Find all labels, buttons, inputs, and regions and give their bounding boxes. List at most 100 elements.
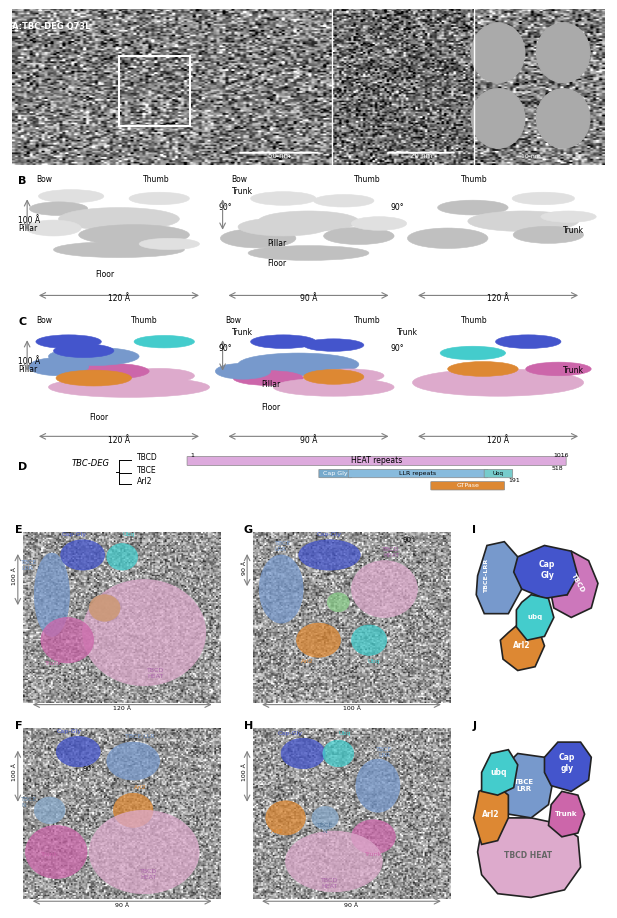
Ellipse shape bbox=[30, 202, 88, 216]
Text: 100 Å: 100 Å bbox=[19, 217, 40, 225]
Text: Arl2: Arl2 bbox=[133, 786, 146, 790]
Text: Thumb: Thumb bbox=[143, 174, 169, 184]
Text: 120 Å: 120 Å bbox=[487, 436, 509, 445]
Text: Floor: Floor bbox=[95, 270, 114, 279]
Ellipse shape bbox=[139, 239, 199, 250]
Text: Thumb: Thumb bbox=[461, 316, 487, 325]
Ellipse shape bbox=[351, 217, 407, 230]
Text: B: B bbox=[19, 176, 27, 186]
Ellipse shape bbox=[297, 623, 341, 657]
Text: Bow: Bow bbox=[36, 316, 52, 325]
Text: G: G bbox=[244, 524, 253, 534]
Text: Thumb: Thumb bbox=[354, 174, 381, 184]
Text: TBCD
HEAT: TBCD HEAT bbox=[383, 547, 400, 558]
Ellipse shape bbox=[258, 211, 359, 231]
Text: 90°: 90° bbox=[83, 766, 96, 771]
Text: 90 Å: 90 Å bbox=[300, 436, 317, 445]
Text: Floor: Floor bbox=[261, 403, 280, 411]
Polygon shape bbox=[500, 621, 544, 670]
Text: TBCD: TBCD bbox=[570, 573, 586, 594]
Text: 90°: 90° bbox=[402, 537, 415, 543]
Ellipse shape bbox=[233, 371, 304, 386]
Ellipse shape bbox=[107, 543, 138, 570]
Ellipse shape bbox=[468, 211, 579, 231]
Ellipse shape bbox=[25, 825, 87, 879]
Text: TBCE
LRR: TBCE LRR bbox=[376, 747, 392, 758]
Text: Thumb: Thumb bbox=[461, 174, 487, 184]
Ellipse shape bbox=[107, 742, 160, 780]
Ellipse shape bbox=[352, 625, 387, 655]
Text: Floor: Floor bbox=[89, 413, 109, 422]
Ellipse shape bbox=[328, 593, 349, 611]
Ellipse shape bbox=[513, 227, 584, 243]
Text: GTPase: GTPase bbox=[456, 483, 479, 488]
Text: Cap-Gly: Cap-Gly bbox=[57, 729, 82, 733]
Ellipse shape bbox=[49, 377, 210, 397]
Ellipse shape bbox=[526, 362, 591, 375]
Text: TBCE
LRR: TBCE LRR bbox=[21, 560, 38, 571]
Text: TBCD: TBCD bbox=[137, 453, 157, 463]
Ellipse shape bbox=[60, 540, 105, 570]
Text: Thumb: Thumb bbox=[131, 316, 157, 325]
Text: 100 Å: 100 Å bbox=[19, 357, 40, 366]
Text: Trunk: Trunk bbox=[41, 852, 58, 856]
Ellipse shape bbox=[54, 344, 114, 358]
Text: 120 Å: 120 Å bbox=[108, 294, 130, 303]
Ellipse shape bbox=[323, 228, 394, 244]
Text: 191: 191 bbox=[508, 478, 520, 483]
Text: Bow: Bow bbox=[36, 174, 52, 184]
Text: Trunk: Trunk bbox=[231, 186, 252, 196]
Text: 10 nm: 10 nm bbox=[521, 154, 540, 159]
Text: ubq: ubq bbox=[528, 614, 543, 621]
Text: Trunk: Trunk bbox=[563, 366, 584, 375]
Ellipse shape bbox=[220, 229, 296, 248]
Text: D: D bbox=[19, 462, 28, 472]
Ellipse shape bbox=[238, 218, 329, 236]
Text: 50 nm: 50 nm bbox=[268, 153, 290, 159]
Text: 90 Å: 90 Å bbox=[115, 903, 130, 908]
Text: Arl2: Arl2 bbox=[137, 476, 152, 486]
Polygon shape bbox=[549, 791, 584, 837]
Ellipse shape bbox=[313, 195, 374, 207]
Ellipse shape bbox=[437, 200, 508, 215]
Polygon shape bbox=[474, 784, 508, 845]
Ellipse shape bbox=[412, 369, 584, 397]
Ellipse shape bbox=[299, 540, 360, 570]
Text: 20 nm: 20 nm bbox=[410, 153, 433, 159]
Text: Arl2: Arl2 bbox=[482, 810, 500, 819]
Ellipse shape bbox=[273, 378, 394, 397]
FancyBboxPatch shape bbox=[319, 469, 352, 477]
Ellipse shape bbox=[248, 246, 369, 261]
Ellipse shape bbox=[35, 553, 70, 636]
Text: 90°: 90° bbox=[219, 203, 233, 212]
Ellipse shape bbox=[304, 370, 364, 385]
Text: Bow: Bow bbox=[226, 316, 242, 325]
Text: 90 Å: 90 Å bbox=[344, 903, 358, 908]
Polygon shape bbox=[482, 750, 518, 795]
Ellipse shape bbox=[59, 207, 180, 230]
Ellipse shape bbox=[38, 190, 104, 203]
Ellipse shape bbox=[312, 807, 338, 829]
Text: TBCD
HEAT: TBCD HEAT bbox=[140, 868, 157, 879]
Text: Cap-Gly: Cap-Gly bbox=[278, 731, 302, 735]
Ellipse shape bbox=[26, 220, 81, 236]
Ellipse shape bbox=[440, 346, 505, 360]
Ellipse shape bbox=[495, 335, 561, 349]
Text: 518: 518 bbox=[552, 465, 563, 471]
Ellipse shape bbox=[304, 339, 364, 352]
Text: I: I bbox=[472, 524, 476, 534]
Text: 100 Å: 100 Å bbox=[12, 566, 17, 585]
Ellipse shape bbox=[251, 335, 316, 349]
Ellipse shape bbox=[238, 353, 359, 375]
Ellipse shape bbox=[79, 225, 189, 245]
Text: Bow: Bow bbox=[231, 174, 247, 184]
Text: 120 Å: 120 Å bbox=[487, 294, 509, 303]
Text: C: C bbox=[19, 318, 27, 328]
Text: Ubq: Ubq bbox=[123, 532, 135, 537]
Ellipse shape bbox=[448, 362, 518, 376]
Ellipse shape bbox=[356, 759, 400, 812]
Text: Trunk: Trunk bbox=[563, 226, 584, 235]
Ellipse shape bbox=[313, 369, 384, 383]
Text: Cap-Gly: Cap-Gly bbox=[61, 532, 86, 537]
Text: H: H bbox=[244, 722, 253, 732]
